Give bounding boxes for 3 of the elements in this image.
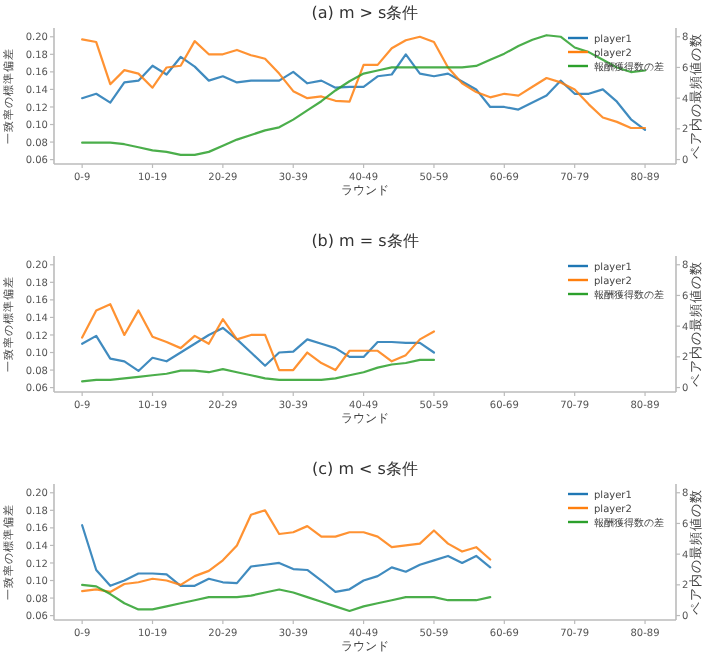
chart-title: (b) m = s条件 [311, 232, 419, 250]
chart-title: (a) m > s条件 [311, 4, 419, 22]
chart-title: (c) m < s条件 [312, 460, 418, 478]
